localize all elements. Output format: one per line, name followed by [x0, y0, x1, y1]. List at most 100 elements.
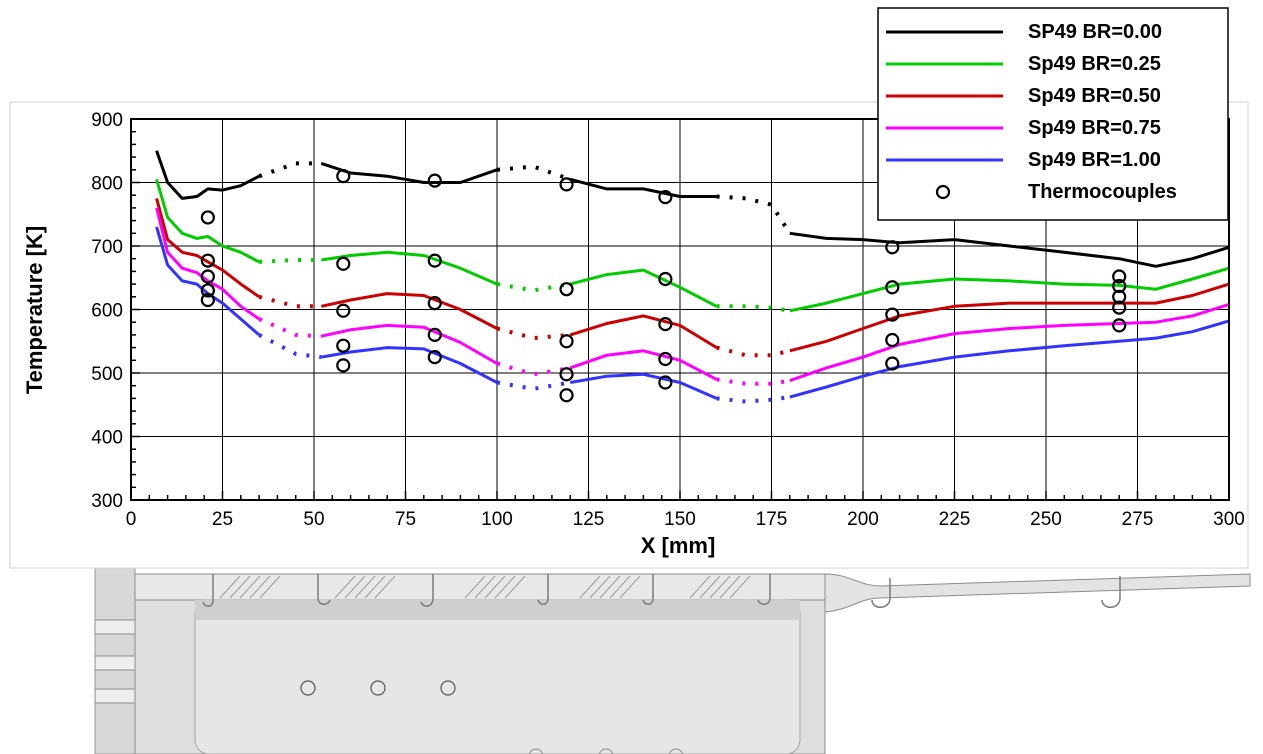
y-tick-label: 600 — [91, 301, 123, 322]
dilution-hole — [668, 748, 684, 754]
thermocouple-point — [336, 169, 351, 184]
dilution-holes-row — [300, 680, 456, 696]
series-line-gap — [716, 377, 791, 386]
x-tick-label: 275 — [1122, 509, 1154, 530]
thermocouple-point — [427, 253, 442, 268]
x-tick-label: 175 — [756, 509, 788, 530]
x-tick-label: 100 — [481, 509, 513, 530]
series-line — [569, 314, 718, 349]
thermocouple-point — [427, 350, 442, 365]
thermocouple-point — [336, 358, 351, 373]
legend-label: Sp49 BR=0.25 — [1028, 53, 1161, 75]
thermocouple-point — [885, 280, 900, 295]
thermocouple-point — [427, 173, 442, 188]
liner-transition — [824, 573, 1251, 613]
legend-label: Sp49 BR=0.75 — [1028, 117, 1161, 139]
thermocouple-point — [200, 210, 215, 225]
thermocouple-point — [658, 317, 673, 332]
thermocouple-point — [559, 367, 574, 382]
series-line-gap — [258, 317, 322, 339]
legend: SP49 BR=0.00 Sp49 BR=0.25 Sp49 BR=0.50 Sp49… — [877, 7, 1229, 221]
chamber-top-band — [195, 600, 800, 620]
effusion-hatching — [219, 575, 751, 599]
x-tick-label: 300 — [1213, 509, 1245, 530]
y-tick-label: 900 — [91, 110, 123, 131]
x-tick-label: 0 — [126, 509, 137, 530]
thermocouple-point — [200, 269, 215, 284]
geometry-diagram — [94, 567, 1263, 754]
series-line — [789, 319, 1230, 399]
thermocouple-point — [1112, 300, 1127, 315]
x-tick-label: 75 — [395, 509, 416, 530]
legend-label: Sp49 BR=1.00 — [1028, 149, 1161, 171]
series-line-gap — [716, 395, 791, 404]
thermocouple-point — [559, 282, 574, 297]
series-line — [789, 231, 1230, 268]
series-line — [789, 302, 1230, 383]
series-line-gap — [716, 304, 791, 313]
series-line-gap — [258, 294, 322, 309]
series-line-gap — [716, 194, 792, 235]
thermocouple-point — [559, 334, 574, 349]
y-axis-title: Temperature [K] — [22, 226, 47, 394]
thermocouple-point — [559, 177, 574, 192]
thermocouple-point — [1112, 269, 1127, 284]
thermocouple-point — [885, 356, 900, 371]
series-line-gap — [716, 345, 791, 358]
thermocouple-point — [200, 253, 215, 268]
series-line — [789, 282, 1230, 353]
x-tick-label: 250 — [1030, 509, 1062, 530]
axes — [130, 118, 1230, 501]
thermocouple-hooks — [202, 574, 1121, 608]
thermocouple-point — [658, 375, 673, 390]
x-tick-labels: 0 25 50 75 100 125 150 175 200 225 250 275 300 — [126, 509, 1245, 530]
thermocouple-point — [336, 338, 351, 353]
series-line — [569, 268, 718, 308]
legend-label: Thermocouples — [1028, 181, 1177, 203]
dilution-hole — [528, 748, 544, 754]
series-line — [321, 250, 498, 286]
series — [155, 150, 1230, 404]
x-tick-label: 150 — [664, 509, 696, 530]
series-line — [569, 177, 717, 198]
thermocouple-point — [336, 256, 351, 271]
series-line — [569, 349, 718, 381]
series-line — [320, 292, 498, 330]
thermocouple-point — [559, 388, 574, 403]
thermocouple-point — [885, 332, 900, 348]
thermocouple-point — [658, 190, 673, 205]
thermocouple-point — [885, 307, 900, 322]
y-tick-label: 300 — [91, 491, 123, 512]
dilution-hole — [598, 748, 614, 754]
legend-label: Sp49 BR=0.50 — [1028, 85, 1161, 107]
series-line-gap — [258, 333, 322, 360]
thermocouple-point — [200, 292, 215, 308]
thermocouple-point — [336, 303, 351, 318]
series-line — [155, 178, 260, 264]
series-line — [321, 346, 498, 384]
y-tick-label: 400 — [91, 428, 123, 449]
x-tick-label: 25 — [212, 509, 233, 530]
x-tick-label: 200 — [847, 509, 879, 530]
x-tick-label: 225 — [939, 509, 971, 530]
dilution-holes-row-lower — [528, 748, 684, 754]
y-tick-label: 800 — [91, 174, 123, 195]
series-line — [155, 150, 260, 200]
legend-box — [877, 7, 1229, 221]
y-tick-labels: 300 400 500 600 700 800 900 — [91, 110, 123, 512]
thermocouple-point — [427, 327, 442, 342]
legend-label: SP49 BR=0.00 — [1028, 21, 1162, 43]
x-tick-label: 125 — [573, 509, 605, 530]
dilution-hole — [300, 680, 316, 696]
chamber-inner — [194, 599, 801, 754]
thermocouple-point — [1112, 318, 1127, 333]
y-tick-label: 700 — [91, 237, 123, 258]
dilution-hole — [370, 680, 386, 696]
thermocouple-point — [658, 271, 673, 287]
thermocouple-point — [200, 283, 215, 298]
series-line — [320, 323, 498, 365]
series-line — [569, 372, 718, 400]
dilution-hole — [440, 680, 456, 696]
